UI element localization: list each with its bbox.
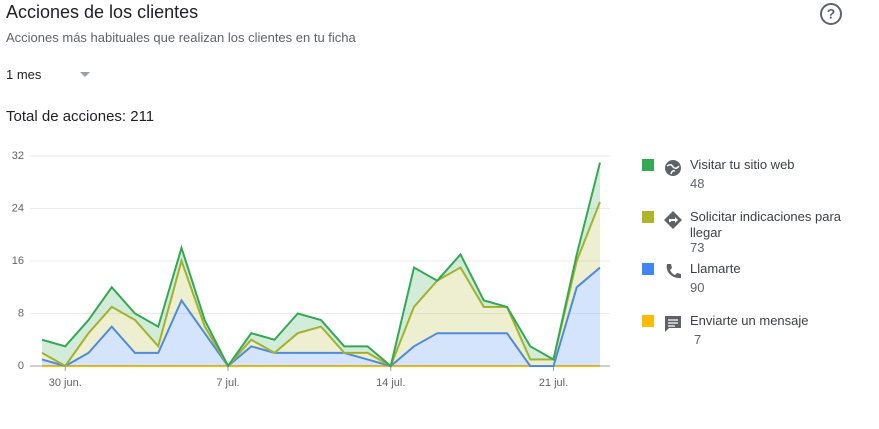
line — [41, 162, 601, 368]
legend-label: Solicitar indicaciones para llegar — [690, 209, 842, 240]
legend-label: Enviarte un mensaje — [690, 313, 809, 328]
legend-item: Enviarte un mensaje 7 — [690, 313, 860, 348]
y-tick-label: 0 — [18, 360, 24, 372]
legend-label: Visitar tu sitio web — [690, 157, 795, 172]
legend-swatch — [642, 211, 654, 223]
y-tick-label: 32 — [12, 150, 24, 162]
legend-count: 7 — [694, 332, 702, 347]
chart: 0 8 16 24 32 30 jun. 7 jul. 14 jul. 21 jul. — [12, 150, 610, 389]
x-tick-label: 7 jul. — [216, 377, 239, 389]
legend-swatch — [642, 263, 654, 275]
legend-icon — [664, 211, 682, 229]
period-select[interactable]: 1 mes — [6, 67, 42, 82]
area — [42, 267, 600, 366]
svg-text:?: ? — [827, 6, 836, 22]
legend-label: Llamarte — [690, 261, 741, 276]
legend-count: 48 — [690, 176, 705, 191]
x-tick-label: 21 jul. — [539, 377, 568, 389]
area — [42, 201, 600, 366]
legend-icon — [666, 264, 681, 279]
x-tick-label: 14 jul. — [376, 377, 405, 389]
legend-icon — [665, 160, 681, 176]
subtitle: Acciones más habituales que realizan los… — [6, 30, 356, 45]
title: Acciones de los clientes — [6, 2, 199, 22]
y-tick-label: 16 — [12, 255, 24, 267]
help-icon[interactable]: ? — [818, 1, 844, 27]
y-tick-label: 24 — [12, 202, 24, 214]
legend-item: Visitar tu sitio web 48 — [690, 157, 860, 192]
legend-count: 90 — [690, 280, 705, 295]
y-tick-label: 8 — [18, 307, 24, 319]
legend-icon — [665, 316, 681, 332]
legend-item: Llamarte 90 — [690, 261, 860, 296]
dropdown-arrow[interactable] — [78, 70, 92, 80]
line — [41, 266, 601, 368]
legend-count: 73 — [690, 240, 705, 255]
legend-item: Solicitar indicaciones para llegar 73 — [690, 209, 860, 256]
legend-swatch — [642, 315, 654, 327]
area — [42, 162, 600, 366]
legend-swatch — [642, 159, 654, 171]
x-tick-label: 30 jun. — [49, 377, 82, 389]
total: Total de acciones: 211 — [6, 108, 155, 125]
